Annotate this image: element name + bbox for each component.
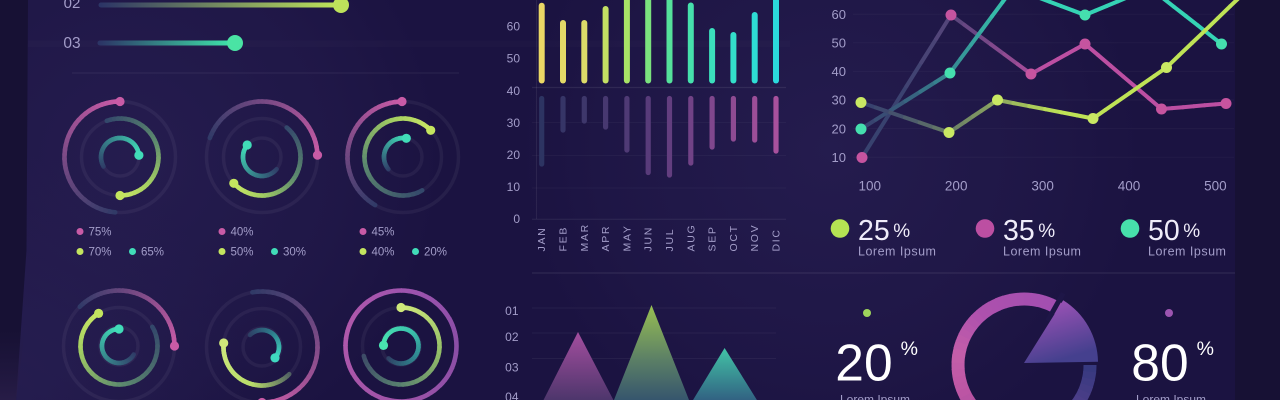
- svg-text:50%: 50%: [231, 247, 254, 259]
- svg-text:JUL: JUL: [664, 228, 676, 252]
- svg-text:50: 50: [832, 36, 846, 51]
- svg-text:Lorem Ipsum: Lorem Ipsum: [858, 245, 936, 259]
- svg-text:Lorem Ipsum: Lorem Ipsum: [840, 393, 910, 400]
- svg-text:02: 02: [505, 330, 519, 344]
- svg-text:30: 30: [507, 116, 521, 130]
- svg-text:60: 60: [507, 20, 521, 34]
- svg-text:JAN: JAN: [536, 227, 548, 252]
- svg-text:300: 300: [1031, 179, 1054, 194]
- svg-text:30%: 30%: [283, 247, 306, 259]
- svg-text:20: 20: [507, 148, 521, 162]
- svg-text:01: 01: [505, 304, 519, 318]
- svg-text:Lorem Ipsum: Lorem Ipsum: [1003, 245, 1081, 259]
- svg-text:FEB: FEB: [558, 226, 570, 252]
- svg-text:400: 400: [1118, 179, 1141, 194]
- svg-text:02: 02: [64, 0, 81, 12]
- svg-text:100: 100: [859, 179, 882, 194]
- svg-text:%: %: [901, 338, 918, 360]
- svg-text:03: 03: [505, 361, 519, 375]
- svg-text:03: 03: [63, 35, 80, 52]
- svg-text:APR: APR: [600, 225, 612, 252]
- svg-text:70%: 70%: [89, 247, 112, 259]
- svg-text:50: 50: [507, 52, 521, 66]
- svg-text:DIC: DIC: [771, 228, 783, 251]
- svg-text:60: 60: [832, 7, 846, 22]
- svg-text:20: 20: [835, 333, 892, 391]
- svg-text:80: 80: [1131, 333, 1188, 391]
- svg-text:OCT: OCT: [728, 224, 740, 251]
- svg-text:50%: 50%: [1148, 215, 1200, 247]
- svg-text:20%: 20%: [424, 247, 447, 259]
- svg-text:Lorem Ipsum: Lorem Ipsum: [1148, 245, 1226, 259]
- svg-text:65%: 65%: [141, 247, 164, 259]
- svg-text:40: 40: [507, 84, 521, 98]
- svg-text:JUN: JUN: [643, 226, 655, 252]
- svg-text:0: 0: [513, 212, 520, 226]
- svg-text:MAY: MAY: [621, 224, 633, 251]
- svg-text:SEP: SEP: [707, 225, 719, 251]
- svg-text:%: %: [1197, 338, 1214, 360]
- svg-text:25%: 25%: [858, 215, 910, 247]
- svg-text:NOV: NOV: [749, 224, 761, 252]
- svg-text:04: 04: [505, 390, 519, 400]
- svg-text:40%: 40%: [231, 227, 254, 239]
- svg-text:MAR: MAR: [579, 223, 591, 251]
- svg-text:20: 20: [832, 121, 846, 136]
- svg-text:10: 10: [507, 180, 521, 194]
- svg-text:Lorem Ipsum: Lorem Ipsum: [1136, 393, 1206, 400]
- svg-text:AUG: AUG: [685, 224, 697, 252]
- svg-text:75%: 75%: [89, 227, 112, 239]
- svg-text:500: 500: [1204, 179, 1227, 194]
- svg-text:45%: 45%: [372, 227, 395, 239]
- svg-text:40%: 40%: [372, 247, 395, 259]
- svg-text:40: 40: [832, 64, 846, 79]
- svg-text:30: 30: [832, 93, 846, 108]
- svg-text:200: 200: [945, 179, 968, 194]
- svg-text:10: 10: [832, 150, 846, 165]
- svg-text:35%: 35%: [1003, 215, 1055, 247]
